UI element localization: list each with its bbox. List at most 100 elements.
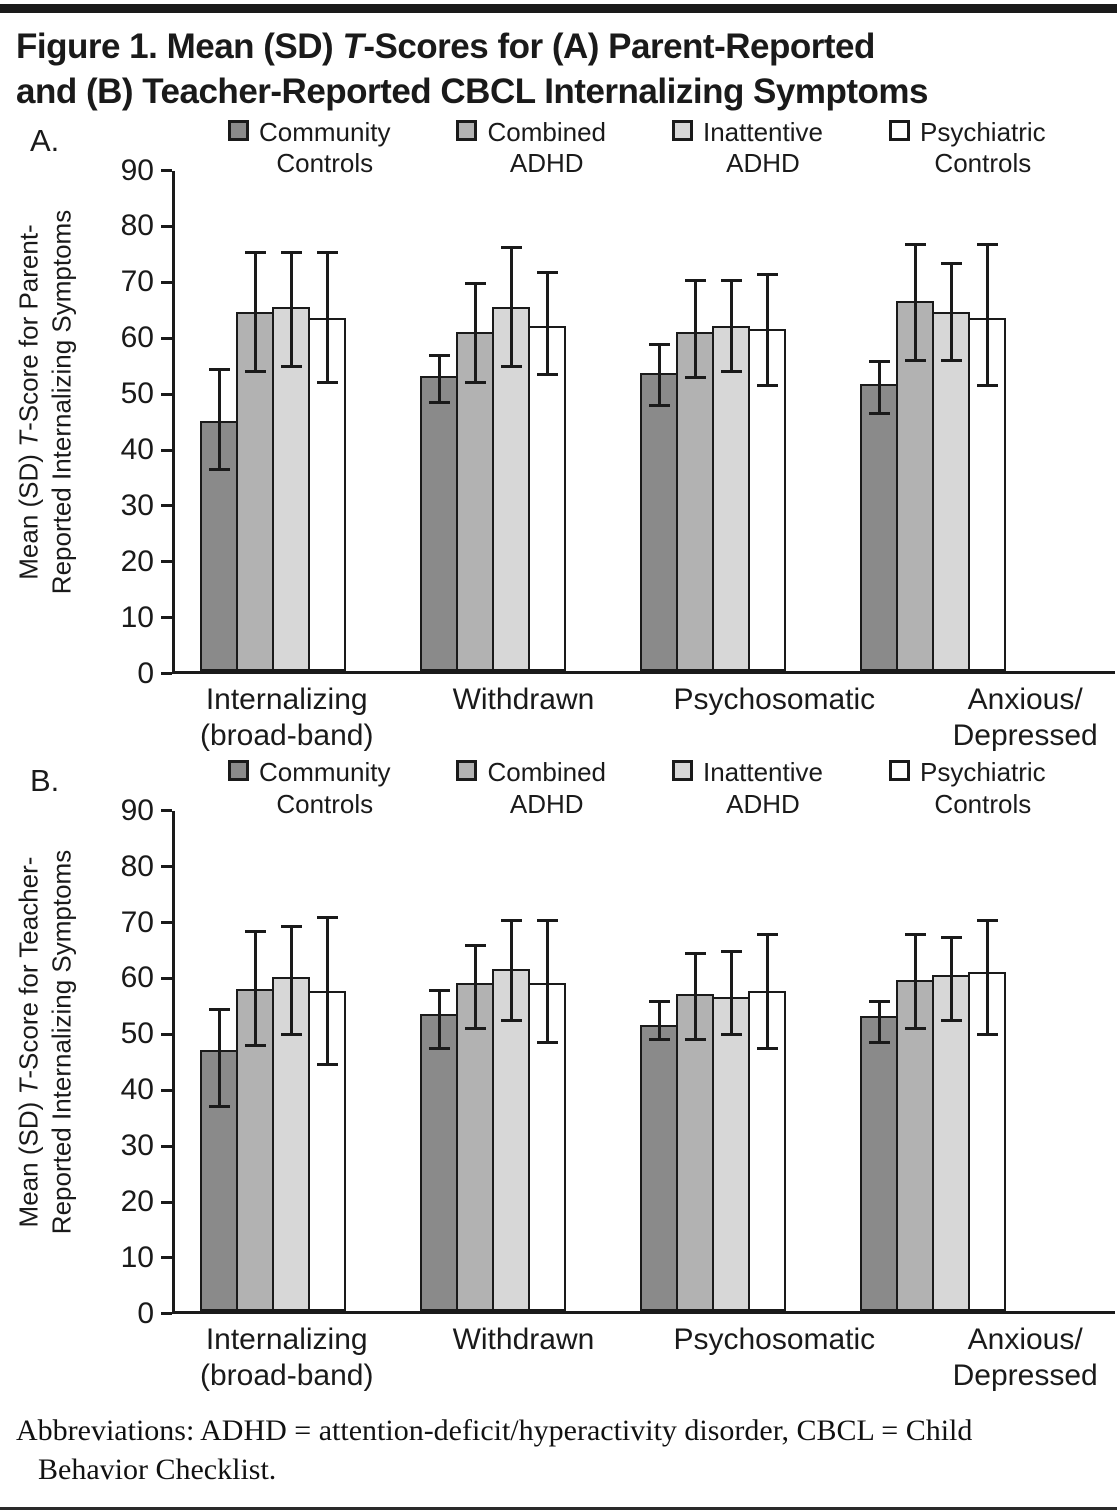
plot-area: [172, 170, 1115, 674]
error-bar: [208, 367, 230, 471]
legend-label: Psychiatric Controls: [920, 117, 1046, 180]
error-bar: [684, 952, 706, 1042]
bar-slot: [528, 811, 566, 1311]
bar-slot: [200, 811, 238, 1311]
y-axis-title: Mean (SD) T-Score for Parent- Reported In…: [8, 171, 82, 674]
panel-b: B. Community Controls Combined ADHD Inattenti…: [0, 757, 1117, 1395]
error-bar-stem: [985, 245, 989, 385]
error-bar: [904, 242, 926, 363]
bar-inattentive: [712, 326, 750, 671]
bar-group-3: [640, 171, 786, 671]
x-axis-label: Withdrawn: [447, 682, 599, 755]
x-axis-label: Internalizing (broad-band): [200, 682, 373, 755]
x-axis-label: Withdrawn: [447, 1322, 599, 1395]
top-rule: [0, 4, 1117, 13]
legend-label-line: ADHD: [726, 788, 800, 819]
bar-slot: [308, 171, 346, 671]
error-bar-stem: [437, 991, 441, 1047]
y-tick-label: 60: [120, 961, 154, 995]
bar-community: [420, 376, 458, 671]
y-tick-label: 10: [120, 600, 154, 634]
error-bar-stem: [693, 955, 697, 1039]
x-axis-label-line: (broad-band): [200, 1359, 374, 1393]
x-axis-label-line: Psychosomatic: [673, 682, 876, 716]
bar-slot: [200, 171, 238, 671]
bar-slot: [932, 811, 970, 1311]
bar-slot: [968, 811, 1006, 1311]
error-bar-stem: [437, 356, 441, 401]
y-tick-mark: [161, 672, 172, 676]
error-bar-stem: [253, 933, 257, 1044]
error-bar-stem: [985, 922, 989, 1033]
legend-label: Psychiatric Controls: [920, 757, 1046, 820]
panel-a: A. Community Controls Combined ADHD Inattenti…: [0, 117, 1117, 755]
y-tick-mark: [161, 1256, 172, 1260]
bar-slot: [236, 811, 274, 1311]
y-axis-title-italic-t: T: [13, 1078, 44, 1095]
bar-slot: [860, 811, 898, 1311]
y-tick-mark: [161, 392, 172, 396]
error-bar-stem: [913, 245, 917, 360]
error-bar: [316, 916, 338, 1067]
bar-community: [860, 1016, 898, 1311]
bar-slot: [968, 171, 1006, 671]
bar-slot: [420, 171, 458, 671]
bar-slot: [236, 171, 274, 671]
legend-label-line: Psychiatric: [919, 756, 1046, 787]
error-bar-stem: [693, 281, 697, 376]
y-tick-mark: [161, 1144, 172, 1148]
legend-swatch-community-icon: [228, 119, 249, 141]
y-axis-title-post: -Score for Parent-: [13, 224, 44, 431]
x-axis-label-line: Withdrawn: [452, 1322, 595, 1356]
y-tick-mark: [161, 921, 172, 925]
error-bar: [464, 944, 486, 1031]
bar-slot: [492, 171, 530, 671]
error-bar: [904, 933, 926, 1031]
y-tick-label: 0: [137, 1296, 154, 1330]
bar-slot: [308, 811, 346, 1311]
legend-label-line: Controls: [276, 788, 374, 819]
y-tick-mark: [161, 336, 172, 340]
x-axis-label-line: Anxious/: [967, 1322, 1083, 1356]
y-tick-mark: [161, 560, 172, 564]
error-bar-stem: [765, 276, 769, 385]
legend-label-line: ADHD: [509, 788, 584, 819]
bar-combined: [676, 331, 714, 671]
y-tick-mark: [161, 616, 172, 620]
title-line2: and (B) Teacher-Reported CBCL Internaliz…: [16, 71, 928, 111]
bar-inattentive: [712, 996, 750, 1311]
chart-panels: A. Community Controls Combined ADHD Inattenti…: [0, 117, 1117, 1395]
error-bar: [536, 919, 558, 1045]
title-line1-italic-t: T: [342, 27, 364, 66]
legend-swatch-inattentive-icon: [672, 119, 693, 141]
error-bar-stem: [949, 938, 953, 1019]
error-bar: [244, 930, 266, 1047]
bar-community: [640, 373, 678, 671]
y-tick-label: 20: [120, 544, 154, 578]
bar-group-2: [420, 811, 566, 1311]
bar-psychiatric: [748, 991, 786, 1311]
error-bar-stem: [877, 362, 881, 413]
error-bar-stem: [325, 919, 329, 1064]
panel-b-label: B.: [30, 762, 60, 798]
y-axis-title-pre: Mean (SD): [13, 1094, 44, 1228]
error-bar-stem: [217, 1011, 221, 1106]
bar-inattentive: [932, 974, 970, 1311]
abbreviations-note: Abbreviations: ADHD = attention-deficit/…: [16, 1411, 1103, 1489]
bar-group-2: [420, 171, 566, 671]
error-bar-stem: [657, 345, 661, 404]
error-bar: [500, 245, 522, 368]
x-axis-label: Psychosomatic: [673, 1322, 875, 1395]
legend-label-line: ADHD: [726, 148, 800, 179]
x-axis-label-line: Internalizing: [205, 1322, 368, 1356]
y-axis-title-pre: Mean (SD): [13, 446, 44, 580]
legend-item-inattentive: Inattentive ADHD: [672, 757, 823, 820]
bar-slot: [456, 171, 494, 671]
x-axis-label: Anxious/Depressed: [949, 682, 1101, 755]
legend-label-line: Combined: [487, 756, 606, 787]
error-bar-stem: [509, 922, 513, 1019]
x-axis-label-line: Anxious/: [967, 682, 1083, 716]
legend-swatch-community-icon: [228, 759, 249, 781]
error-bar-stem: [217, 370, 221, 468]
title-line1: Figure 1. Mean (SD) T-Scores for (A) Par…: [16, 27, 875, 66]
